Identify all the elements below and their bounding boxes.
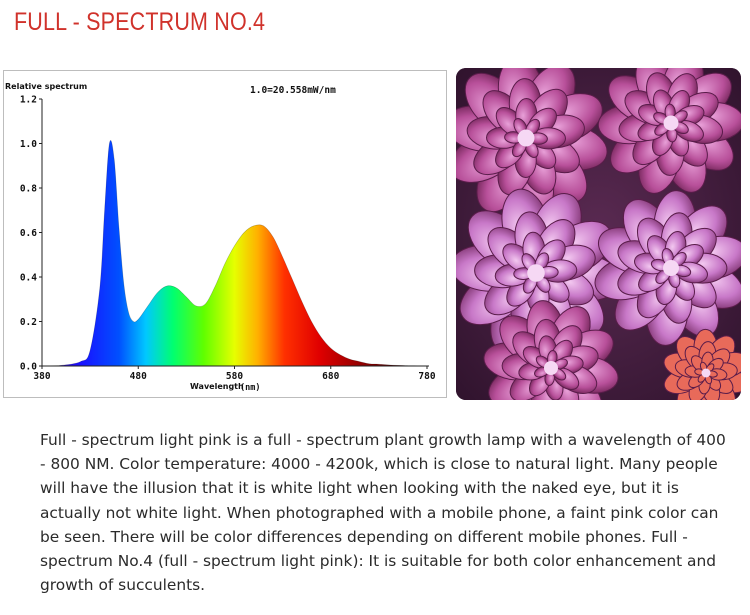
x-tick-label: 380: [33, 371, 50, 382]
y-tick-label: 0.2: [20, 317, 37, 328]
succulent-rosette: [597, 68, 741, 194]
description-text: Full - spectrum light pink is a full - s…: [40, 431, 726, 595]
succulent-rosette: [483, 300, 619, 400]
spectrum-chart: 0.0 0.2 0.4 0.6 0.8 1.0 1.2 380 480 580 680 780 Rel…: [3, 70, 447, 398]
succulent-rosette: [663, 328, 741, 400]
x-axis-label: Wavelength: [190, 382, 244, 391]
y-tick-label: 0.4: [20, 273, 37, 284]
x-tick-label: 680: [322, 371, 339, 382]
y-tick-label: 0.6: [20, 228, 37, 239]
x-tick-label: 780: [418, 371, 435, 382]
spectrum-chart-svg: 0.0 0.2 0.4 0.6 0.8 1.0 1.2 380 480 580 680 780 Rel…: [5, 82, 436, 393]
y-tick-label: 0.8: [20, 184, 37, 195]
annotation-label: 1.0=20.558mW/nm: [250, 85, 336, 96]
succulent-photo-icon: [456, 68, 741, 400]
y-tick-label: 0.0: [20, 362, 37, 373]
spectrum-series-line: [41, 140, 428, 367]
succulent-photo: [456, 68, 741, 400]
y-tick-label: 1.0: [20, 139, 37, 150]
succulent-rosette: [594, 190, 741, 346]
x-axis-unit: (nm): [240, 383, 260, 393]
spectrum-area: [42, 140, 427, 366]
y-axis-label: Relative spectrum: [5, 82, 87, 91]
y-tick-label: 1.2: [20, 95, 37, 106]
page-title: FULL - SPECTRUM NO.4: [14, 8, 266, 36]
x-tick-label: 480: [130, 371, 147, 382]
x-tick-label: 580: [226, 371, 243, 382]
